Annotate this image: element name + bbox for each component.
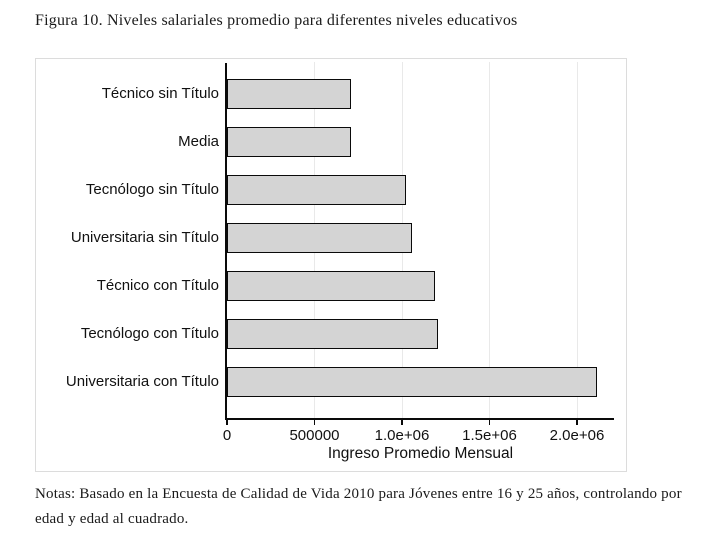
x-tick-label: 1.5e+06 — [462, 427, 517, 444]
category-label: Técnico con Título — [96, 277, 219, 294]
bar — [227, 175, 406, 205]
x-tick-label: 1.0e+06 — [374, 427, 430, 444]
figure-notes: Notas: Basado en la Encuesta de Calidad … — [35, 486, 682, 527]
category-label: Técnico sin Título — [101, 85, 219, 102]
x-tick-label: 500000 — [289, 427, 340, 444]
bar — [227, 79, 352, 109]
x-tick-label: 0 — [222, 427, 232, 444]
gridline — [576, 62, 578, 418]
category-label: Tecnólogo sin Título — [85, 181, 219, 198]
x-tick — [226, 420, 228, 425]
x-tick — [313, 420, 316, 425]
category-label: Universitaria con Título — [65, 373, 219, 390]
y-axis-line — [225, 63, 227, 420]
bar — [227, 319, 439, 349]
bar — [227, 367, 597, 397]
x-axis-line — [225, 418, 614, 420]
category-label: Media — [178, 133, 219, 150]
figure-title: Figura 10. Niveles salariales promedio p… — [35, 12, 518, 29]
x-tick — [488, 420, 491, 425]
category-label: Universitaria sin Título — [70, 229, 219, 246]
x-tick-label: 2.0e+06 — [549, 427, 605, 444]
x-tick — [401, 420, 403, 425]
bar — [227, 271, 436, 301]
gridline — [489, 62, 490, 418]
bar — [227, 223, 413, 253]
bar — [227, 127, 351, 157]
x-tick — [576, 420, 578, 425]
category-label: Tecnólogo con Título — [80, 325, 219, 342]
x-axis-title: Ingreso Promedio Mensual — [327, 445, 514, 462]
chart-panel: Técnico sin Título Media Tecnólogo sin Tít… — [35, 58, 627, 472]
